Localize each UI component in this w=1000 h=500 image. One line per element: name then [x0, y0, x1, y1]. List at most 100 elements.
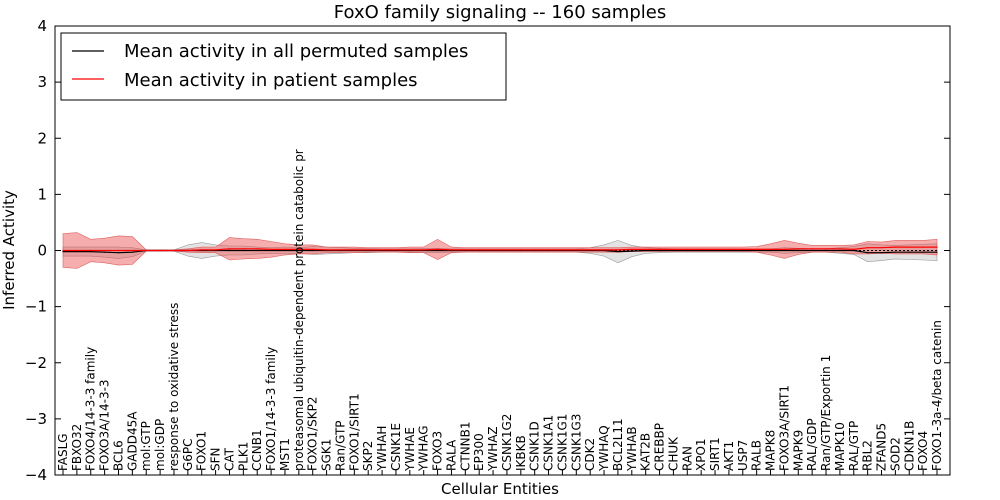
y-tick-label: 3	[37, 73, 47, 91]
legend-box	[60, 32, 507, 101]
x-tick-label: G6PC	[181, 438, 195, 471]
patient-point	[506, 249, 508, 251]
x-tick-label: YWHAB	[625, 426, 639, 472]
y-tick-label: −1	[25, 298, 47, 316]
patient-point	[173, 249, 175, 252]
patient-point	[312, 248, 314, 250]
x-tick-label: YWHAG	[417, 425, 431, 472]
x-tick-label: YWHAE	[403, 427, 417, 472]
patient-point	[159, 249, 161, 252]
permuted-point	[797, 249, 799, 252]
x-tick-label: RALB	[750, 440, 764, 471]
permuted-point	[825, 249, 827, 252]
permuted-point	[700, 249, 702, 252]
patient-point	[867, 247, 869, 249]
y-tick-label: 0	[37, 242, 47, 260]
x-tick-label: FOXO1-3a-4/beta catenin	[930, 320, 944, 471]
patient-point	[811, 248, 813, 250]
legend: Mean activity in all permuted samples Me…	[60, 32, 507, 101]
patient-point	[339, 249, 342, 251]
patient-point	[423, 249, 425, 251]
x-tick-label: RAL/GTP	[847, 421, 861, 471]
patient-point	[450, 249, 453, 251]
x-axis: FASLG FBXO32 FOXO4/14-3-3 family FOXO3A/14-…	[56, 149, 944, 475]
x-tick-label: FOXO1	[195, 431, 209, 471]
x-tick-label: BCL6	[112, 440, 126, 471]
legend-label-patient: Mean activity in patient samples	[124, 70, 418, 91]
patient-point	[104, 249, 106, 252]
x-tick-label: IKBKB	[514, 435, 528, 471]
patient-point	[242, 248, 244, 250]
permuted-point	[811, 249, 813, 252]
permuted-point	[76, 251, 78, 253]
permuted-point	[131, 251, 133, 253]
permuted-point	[742, 249, 744, 252]
permuted-point	[645, 249, 647, 252]
patient-point	[589, 249, 591, 251]
patient-point	[520, 249, 522, 251]
patient-point	[700, 248, 702, 250]
x-tick-label: CSNK1D	[528, 421, 542, 471]
x-tick-label: KAT2B	[639, 433, 653, 471]
permuted-point	[756, 249, 758, 252]
x-tick-label: FOXO1/SKP2	[306, 396, 320, 471]
patient-point	[645, 248, 647, 250]
patient-point	[534, 249, 536, 251]
x-tick-label: CREBBP	[653, 423, 667, 471]
x-tick-label: CCNB1	[250, 429, 264, 471]
x-tick-label: FOXO3	[431, 431, 445, 471]
permuted-point	[714, 249, 716, 252]
x-tick-label: SOD2	[888, 437, 902, 471]
patient-point	[395, 249, 397, 251]
patient-point	[325, 249, 328, 251]
x-tick-label: RALA	[444, 439, 458, 471]
x-tick-label: XPO1	[694, 438, 708, 471]
x-tick-label: AKT1	[722, 441, 736, 471]
permuted-point	[242, 249, 244, 252]
x-tick-label: EP300	[472, 433, 486, 471]
patient-point	[298, 248, 300, 250]
patient-point	[215, 249, 217, 251]
x-tick-label: FASLG	[56, 433, 70, 471]
y-tick-label: 2	[37, 129, 47, 147]
x-tick-label: CSNK1G2	[500, 414, 514, 471]
permuted-point	[270, 249, 272, 252]
y-axis: −4 −3 −2 −1 0 1 2 3 4	[25, 17, 950, 484]
permuted-point	[894, 251, 896, 253]
patient-point	[894, 246, 896, 248]
x-tick-label: FOXO4/14-3-3 family	[84, 347, 98, 471]
patient-point	[575, 249, 577, 251]
x-tick-label: MAPK9	[791, 430, 805, 471]
patient-point	[131, 249, 133, 252]
permuted-point	[312, 249, 314, 252]
x-tick-label: ZFAND5	[875, 423, 889, 471]
permuted-point	[256, 249, 258, 252]
x-tick-label: MAPK8	[764, 430, 778, 471]
x-tick-label: FOXO3A/SIRT1	[777, 385, 791, 471]
x-tick-label: mol:GTP	[139, 421, 153, 471]
patient-point	[409, 249, 411, 251]
x-tick-label: MST1	[278, 438, 292, 471]
x-axis-label: Cellular Entities	[441, 480, 559, 498]
x-tick-label: Ran/GTP/Exportin 1	[819, 355, 833, 471]
patient-point	[256, 248, 258, 250]
x-tick-label: CAT	[223, 447, 237, 471]
permuted-point	[867, 252, 869, 254]
x-tick-label: FOXO1/14-3-3 family	[264, 347, 278, 471]
x-tick-label: GADD45A	[125, 411, 139, 471]
patient-point	[270, 248, 272, 250]
x-tick-label: proteasomal ubiquitin-dependent protein …	[292, 149, 306, 471]
permuted-point	[90, 251, 92, 253]
patient-point	[284, 248, 286, 250]
y-tick-label: 1	[37, 185, 47, 203]
patient-point	[936, 246, 938, 248]
patient-point	[922, 246, 924, 248]
x-tick-label: CDKN1B	[902, 421, 916, 471]
plot-area	[62, 232, 938, 269]
x-tick-label: YWHAZ	[486, 426, 500, 472]
patient-point	[90, 249, 92, 252]
patient-point	[201, 249, 203, 251]
patient-point	[62, 249, 64, 252]
y-tick-label: −4	[25, 466, 47, 484]
patient-point	[672, 248, 675, 250]
